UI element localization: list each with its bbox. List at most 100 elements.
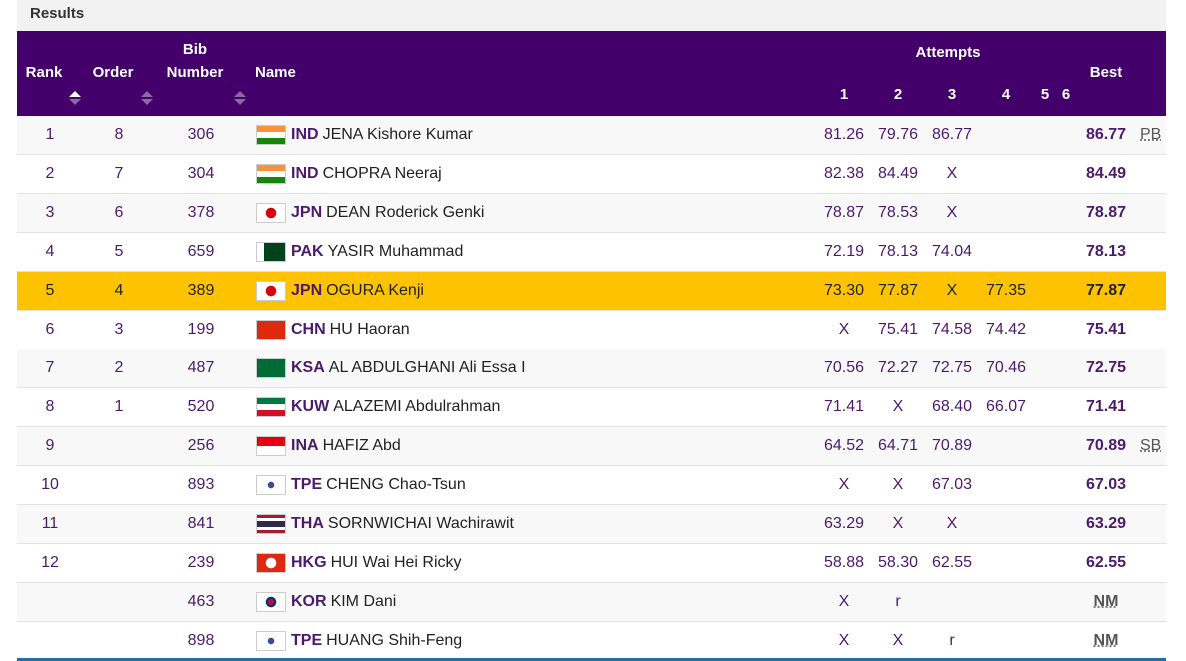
athlete[interactable]: JPN OGURA Kenji [256, 280, 424, 301]
header-name: Name [255, 64, 296, 81]
country-code: TPE [291, 476, 323, 494]
bib-number: 898 [187, 631, 215, 649]
athlete-name[interactable]: JENA Kishore Kumar [322, 126, 473, 143]
athlete[interactable]: IND JENA Kishore Kumar [256, 125, 473, 145]
bib-number: 304 [187, 164, 215, 182]
athlete[interactable]: TPE CHENG Chao-Tsun [256, 475, 466, 496]
athlete[interactable]: KOR KIM Dani [256, 591, 397, 612]
athlete[interactable]: KUW ALAZEMI Abdulrahman [256, 397, 501, 418]
header-attempt-6: 6 [1061, 86, 1071, 103]
athlete[interactable]: INA HAFIZ Abd [256, 436, 401, 457]
order: 6 [114, 203, 124, 221]
flag-tpe-icon [256, 475, 286, 496]
athlete[interactable]: HKG HUI Wai Hei Ricky [256, 552, 462, 573]
best-mark: 75.41 [1085, 320, 1127, 338]
flag-tpe-icon [256, 630, 286, 651]
rank: 9 [45, 437, 55, 455]
country-code: IND [291, 164, 319, 182]
table-row: 1 8 306 IND JENA Kishore Kumar 81.26 79.76 8… [17, 116, 1166, 155]
athlete-name[interactable]: AL ABDULGHANI Ali Essa I [328, 359, 526, 377]
country-code: CHN [291, 320, 326, 338]
athlete[interactable]: IND CHOPRA Neeraj [256, 163, 442, 184]
attempt-3: 86.77 [931, 126, 973, 143]
bib-number: 378 [187, 203, 215, 221]
flag-hkg-icon [256, 552, 286, 573]
attempt-2: X [892, 515, 904, 532]
header-rank[interactable]: Rank [25, 64, 63, 81]
attempt-3: 74.58 [931, 320, 973, 338]
table-row: 8 1 520 KUW ALAZEMI Abdulrahman 71.41 X 68.4… [17, 388, 1166, 428]
best-mark: 86.77 [1085, 126, 1127, 143]
athlete-name[interactable]: HUI Wai Hei Ricky [330, 553, 462, 571]
attempt-3: X [946, 164, 958, 182]
best-mark: 70.89 [1085, 437, 1127, 455]
country-code: HKG [291, 553, 327, 571]
attempt-2: 72.27 [877, 359, 919, 377]
rank: 11 [41, 515, 59, 532]
attempt-3: 70.89 [931, 437, 973, 455]
country-code: THA [291, 515, 324, 532]
country-code: TPE [291, 631, 323, 649]
best-mark: 71.41 [1085, 398, 1127, 416]
rank: 5 [45, 281, 55, 299]
athlete-name[interactable]: KIM Dani [330, 592, 397, 610]
bib-number: 841 [187, 515, 215, 532]
athlete-name[interactable]: DEAN Roderick Genki [326, 203, 485, 221]
table-row: 10 893 TPE CHENG Chao-Tsun X X 67.03 67.03 [17, 466, 1166, 506]
athlete-name[interactable]: YASIR Muhammad [327, 242, 464, 260]
country-code: KUW [291, 398, 330, 416]
rank: 12 [41, 553, 59, 571]
table-row: 7 2 487 KSA AL ABDULGHANI Ali Essa I 70.56… [17, 349, 1166, 389]
rank: 4 [45, 242, 55, 260]
attempt-2: 84.49 [877, 164, 919, 182]
table-row: 3 6 378 JPN DEAN Roderick Genki 78.87 78.53… [17, 193, 1166, 233]
attempt-4: 74.42 [985, 320, 1027, 338]
athlete-name[interactable]: HU Haoran [329, 320, 410, 338]
athlete[interactable]: JPN DEAN Roderick Genki [256, 202, 485, 223]
attempt-1: 82.38 [823, 164, 865, 182]
athlete-name[interactable]: ALAZEMI Abdulrahman [333, 398, 501, 416]
flag-ksa-icon [256, 358, 286, 379]
athlete-name[interactable]: HAFIZ Abd [322, 437, 401, 455]
attempt-4: 70.46 [985, 359, 1027, 377]
rank: 8 [45, 398, 55, 416]
athlete[interactable]: TPE HUANG Shih-Feng [256, 630, 463, 651]
athlete[interactable]: PAK YASIR Muhammad [256, 241, 464, 262]
attempt-3: 67.03 [931, 476, 973, 494]
table-row: 5 4 389 JPN OGURA Kenji 73.30 77.87 X 77.35 77… [17, 271, 1166, 311]
attempt-1: X [838, 592, 850, 610]
attempt-1: 72.19 [823, 242, 865, 260]
record-badge[interactable]: SB [1140, 437, 1162, 455]
bib-number: 239 [187, 553, 215, 571]
athlete[interactable]: CHN HU Haoran [256, 319, 410, 340]
flag-tha-icon [256, 514, 286, 534]
attempt-3: 72.75 [931, 359, 973, 377]
best-mark: 84.49 [1085, 164, 1127, 182]
attempt-1: 81.26 [823, 126, 865, 143]
athlete[interactable]: THA SORNWICHAI Wachirawit [256, 514, 514, 534]
attempt-4: 77.35 [985, 281, 1027, 299]
header-bib-number[interactable]: Number [166, 64, 224, 81]
athlete-name[interactable]: HUANG Shih-Feng [326, 631, 463, 649]
best-mark: 72.75 [1085, 359, 1127, 377]
athlete-name[interactable]: OGURA Kenji [326, 281, 424, 299]
flag-kor-icon [256, 591, 286, 612]
table-row: 12 239 HKG HUI Wai Hei Ricky 58.88 58.30 62.… [17, 544, 1166, 583]
athlete-name[interactable]: SORNWICHAI Wachirawit [327, 515, 514, 532]
record-badge[interactable]: PB [1140, 126, 1162, 143]
attempt-2: 78.53 [877, 203, 919, 221]
order: 3 [114, 320, 124, 338]
header-order[interactable]: Order [92, 64, 134, 81]
header-attempt-4: 4 [1001, 86, 1011, 103]
rank: 10 [41, 476, 59, 494]
attempt-3: X [946, 281, 958, 299]
order: 4 [114, 281, 124, 299]
athlete-name[interactable]: CHOPRA Neeraj [322, 164, 442, 182]
order: 5 [114, 242, 124, 260]
athlete[interactable]: KSA AL ABDULGHANI Ali Essa I [256, 358, 526, 379]
header-best: Best [1089, 64, 1123, 81]
order: 2 [114, 359, 124, 377]
athlete-name[interactable]: CHENG Chao-Tsun [326, 476, 466, 494]
